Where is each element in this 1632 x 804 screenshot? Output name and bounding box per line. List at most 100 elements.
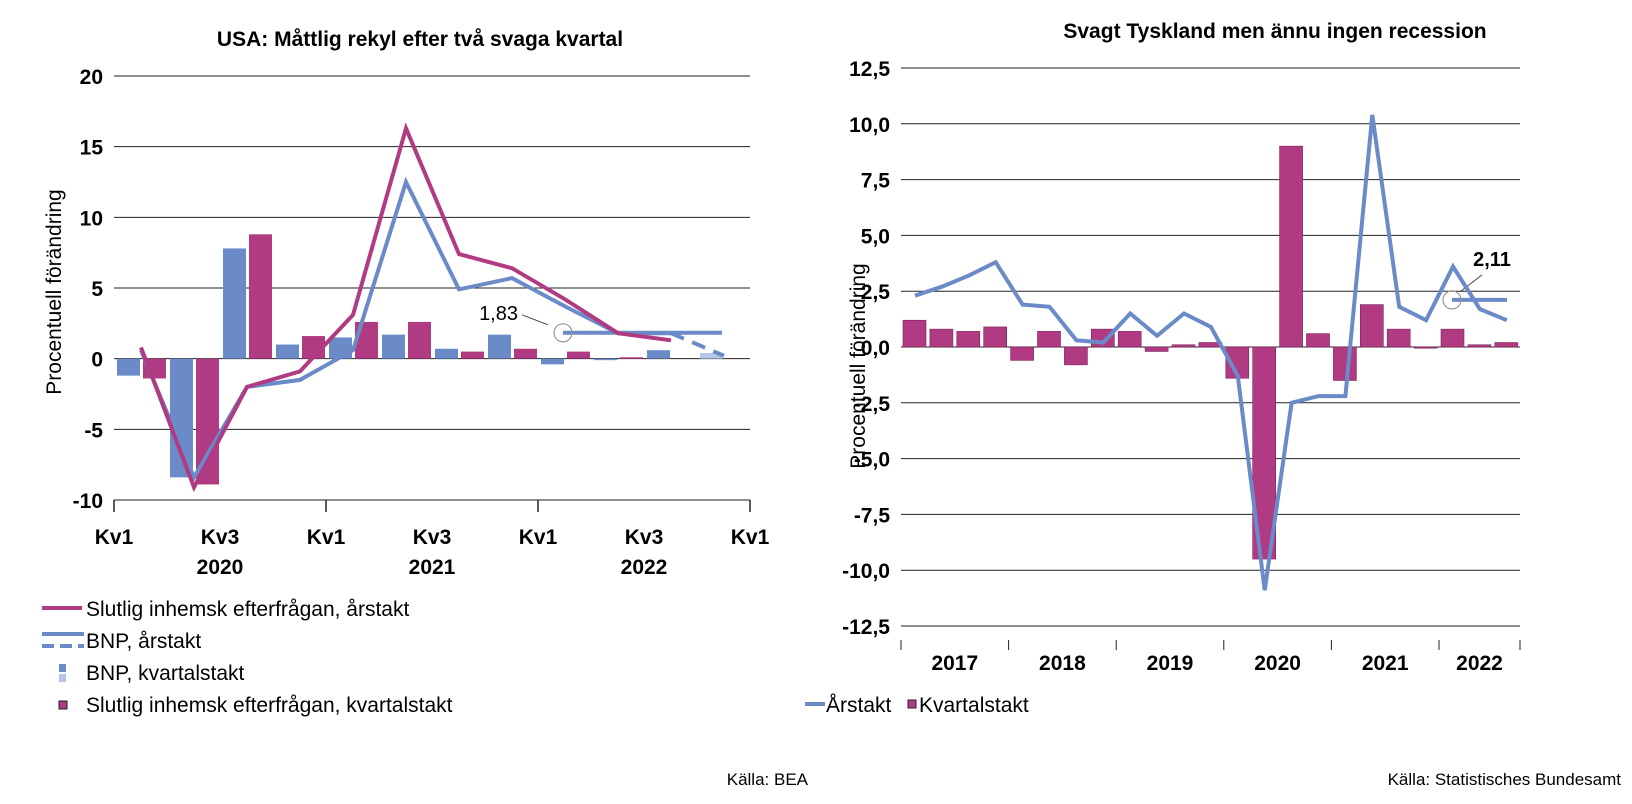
right-year-label: 2019: [1147, 652, 1194, 675]
right-plot-area: 12,5 10,0 7,5 5,0 2,5 0,0 -2,5 -5,0 -7,5 -10,0 -12…: [842, 58, 1521, 675]
left-bar-bnp-quarterly: [700, 353, 723, 359]
left-bar-bnp-quarterly: [594, 358, 617, 361]
right-year-label: 2021: [1362, 652, 1409, 675]
left-bar-demand-quarterly: [408, 321, 431, 359]
left-x-tick: Kv1: [95, 526, 134, 549]
left-y-tick: 5: [91, 278, 103, 301]
left-line-bnp-annual-forecast: [670, 331, 725, 358]
right-bar-quarterly: [1306, 333, 1330, 348]
left-line-demand-annual: [139, 122, 672, 493]
left-bar-demand-quarterly: [461, 351, 484, 359]
right-bar-quarterly: [1333, 346, 1357, 381]
right-year-label: 2020: [1254, 652, 1301, 675]
right-year-label: 2022: [1456, 652, 1503, 675]
left-bar-bnp-quarterly: [276, 344, 299, 359]
right-bar-quarterly: [1467, 344, 1492, 348]
left-y-axis-label: Procentuell förändring: [43, 189, 66, 394]
legend-label-annual: Årstakt: [826, 694, 892, 717]
left-bar-bnp-quarterly: [488, 334, 511, 359]
right-line-annual: [914, 114, 1508, 591]
left-x-tick: Kv1: [519, 526, 558, 549]
right-bar-quarterly: [983, 326, 1008, 348]
left-bar-demand-quarterly: [620, 357, 643, 359]
right-bar-quarterly: [1440, 328, 1465, 348]
right-bar-quarterly: [929, 328, 954, 348]
left-x-tick: Kv3: [413, 526, 452, 549]
right-bar-quarterly: [956, 331, 981, 348]
left-bar-bnp-quarterly: [170, 358, 193, 478]
left-chart-title: USA: Måttlig rekyl efter två svaga kvart…: [217, 28, 623, 51]
left-y-tick: -5: [84, 419, 103, 442]
right-year-label: 2017: [931, 652, 978, 675]
right-bar-quarterly: [902, 319, 927, 348]
left-legend: Slutlig inhemsk efterfrågan, årstakt BNP,…: [42, 598, 453, 717]
right-legend: Årstakt Kvartalstakt: [805, 694, 1029, 717]
left-x-tick: Kv1: [307, 526, 346, 549]
left-reference-marker: [553, 323, 573, 343]
left-x-tick: Kv3: [201, 526, 240, 549]
right-chart-title: Svagt Tyskland men ännu ingen recession: [1063, 20, 1486, 43]
right-bar-quarterly: [1144, 346, 1169, 352]
left-reference-label: 1,83: [479, 303, 518, 325]
left-bar-demand-quarterly: [567, 351, 590, 359]
right-reference-leader: [1459, 274, 1483, 293]
right-bar-quarterly: [1494, 342, 1519, 348]
right-y-tick: -2,5: [854, 393, 891, 416]
left-bar-bnp-quarterly: [435, 348, 458, 359]
left-reference-leader: [521, 314, 549, 326]
right-bar-quarterly: [1117, 331, 1142, 348]
legend-swatch-bnp-quarterly: [59, 664, 66, 672]
right-bar-quarterly: [1037, 331, 1061, 348]
left-year-label: 2020: [197, 556, 244, 579]
right-year-label: 2018: [1039, 652, 1086, 675]
legend-label-bnp-annual: BNP, årstakt: [86, 630, 201, 653]
right-y-tick: -7,5: [854, 504, 891, 527]
right-y-tick: -12,5: [842, 616, 890, 639]
right-bar-quarterly: [1252, 346, 1276, 560]
left-x-tick: Kv1: [731, 526, 770, 549]
right-source: Källa: Statistisches Bundesamt: [1388, 770, 1622, 789]
right-reference-label: 2,11: [1473, 249, 1511, 271]
right-reference-marker: [1442, 290, 1462, 310]
left-y-tick: 0: [91, 349, 103, 372]
right-bar-quarterly: [1010, 346, 1034, 361]
right-bar-quarterly: [1360, 304, 1384, 348]
legend-label-bnp-quarterly: BNP, kvartalstakt: [86, 662, 245, 685]
left-y-tick: 20: [80, 66, 103, 89]
legend-swatch-demand-quarterly: [58, 700, 68, 710]
right-bar-quarterly: [1064, 346, 1088, 366]
right-y-tick: -5,0: [854, 449, 890, 472]
left-bar-bnp-quarterly: [223, 248, 246, 359]
right-bar-quarterly: [1386, 328, 1411, 348]
left-y-tick: -10: [73, 490, 103, 513]
left-plot-area: 20 15 10 5 0 -5 -10 Kv1 Kv3 Kv1 Kv3 Kv1 Kv3 Kv1 2020 20…: [73, 66, 770, 579]
left-bar-demand-quarterly: [249, 234, 272, 359]
legend-swatch-bnp-quarterly-forecast: [59, 674, 66, 682]
left-bar-demand-quarterly: [514, 348, 537, 359]
left-y-tick: 15: [80, 137, 104, 160]
right-y-tick: 0,0: [861, 337, 890, 360]
right-y-tick: 7,5: [861, 170, 891, 193]
right-y-tick: 10,0: [849, 114, 890, 137]
left-bar-bnp-quarterly: [382, 334, 405, 359]
legend-swatch-quarterly: [907, 699, 917, 709]
right-bar-quarterly: [1413, 346, 1438, 349]
left-bar-bnp-quarterly: [117, 358, 140, 376]
legend-label-quarterly: Kvartalstakt: [919, 694, 1029, 717]
right-y-tick: -10,0: [842, 560, 890, 583]
left-x-tick: Kv3: [625, 526, 664, 549]
right-y-tick: 12,5: [849, 58, 890, 81]
left-bar-bnp-quarterly: [647, 350, 670, 359]
legend-label-demand-quarterly: Slutlig inhemsk efterfrågan, kvartalstak…: [86, 694, 453, 717]
left-y-tick: 10: [80, 207, 103, 230]
right-bar-quarterly: [1279, 145, 1303, 348]
left-source: Källa: BEA: [727, 770, 809, 789]
left-year-label: 2021: [409, 556, 456, 579]
right-bar-quarterly: [1171, 344, 1196, 348]
left-year-label: 2022: [621, 556, 668, 579]
legend-label-demand-annual: Slutlig inhemsk efterfrågan, årstakt: [86, 598, 409, 621]
right-y-tick: 2,5: [861, 281, 891, 304]
left-bar-bnp-quarterly: [541, 358, 564, 365]
right-y-axis-label: Procentuell förändring: [847, 263, 870, 468]
